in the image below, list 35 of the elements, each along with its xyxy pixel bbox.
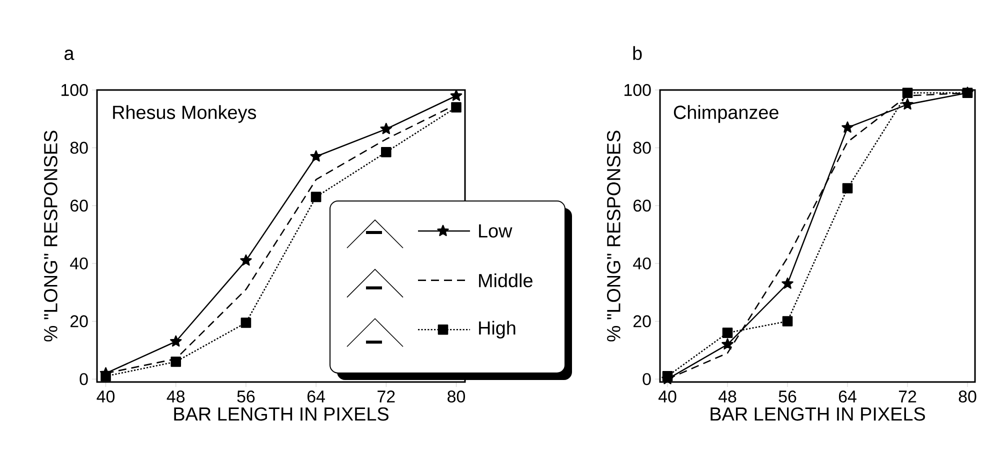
x-tick-label: 80	[958, 390, 976, 402]
y-tick-label: 0	[80, 373, 88, 386]
x-tick-label: 80	[448, 390, 466, 402]
x-tick-label: 72	[378, 390, 395, 402]
x-tick-label: 40	[658, 390, 676, 402]
x-tick-label: 56	[778, 390, 796, 402]
x-tick-label: 48	[718, 390, 736, 402]
x-axis-title: BAR LENGTH IN PIXELS	[710, 407, 925, 421]
x-tick-label: 40	[96, 390, 115, 402]
x-tick-label: 72	[898, 390, 916, 402]
x-axis-title: BAR LENGTH IN PIXELS	[174, 407, 388, 421]
y-tick-label: 60	[70, 200, 88, 212]
text: Rhesus Monkeys	[113, 105, 256, 123]
y-tick-label: 100	[624, 84, 651, 96]
y-tick-label: 20	[70, 315, 88, 328]
y-tick-label: 80	[70, 142, 88, 154]
y-tick-label: 100	[62, 84, 88, 96]
legend-label: Low	[479, 224, 512, 238]
y-tick-label: 40	[633, 257, 651, 270]
y-tick-label: 60	[634, 200, 651, 212]
text: Chimpanzee	[674, 105, 778, 123]
y-axis-title: % "LONG" RESPONSES	[606, 130, 620, 342]
legend-label: High	[479, 320, 516, 338]
y-axis-title: % "LONG" RESPONSES	[44, 130, 58, 342]
chart-title: a	[64, 50, 74, 60]
y-tick-label: 80	[633, 142, 651, 154]
x-tick-label: 64	[838, 390, 856, 402]
legend-label: Middle	[479, 273, 532, 288]
y-tick-label: 20	[634, 315, 651, 328]
x-tick-label: 56	[237, 390, 255, 402]
y-tick-label: 0	[642, 373, 651, 386]
y-tick-label: 40	[70, 257, 88, 270]
chart-title: b	[633, 46, 642, 60]
x-tick-label: 64	[307, 390, 325, 402]
x-tick-label: 48	[166, 390, 185, 402]
